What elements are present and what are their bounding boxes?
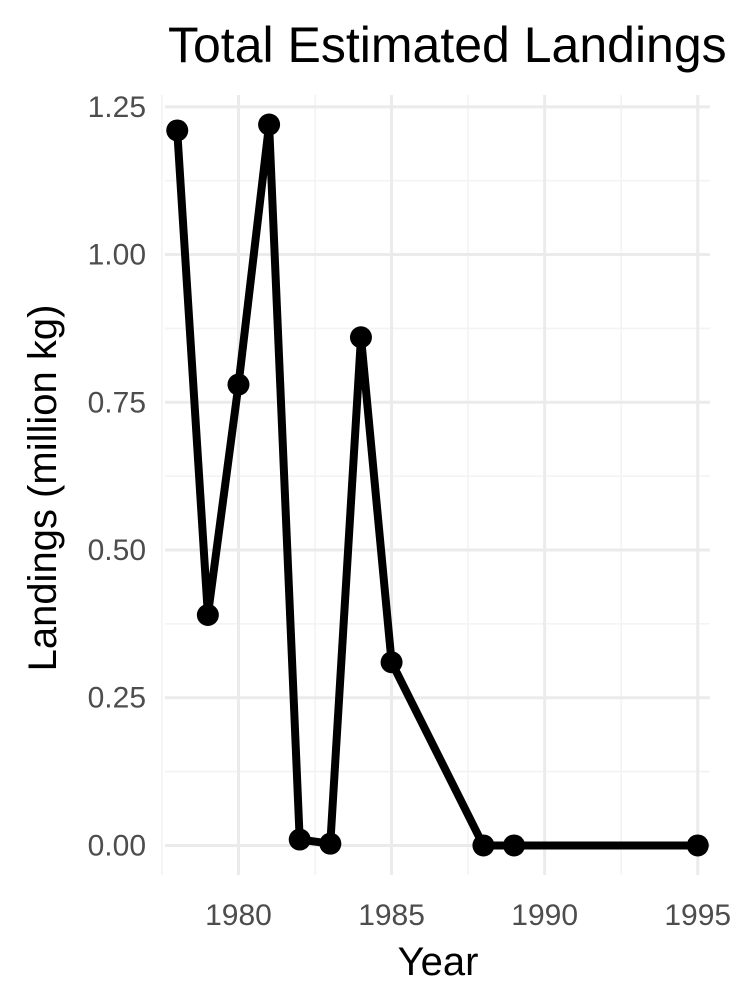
y-tick-label: 0.50 (88, 534, 146, 567)
data-point (258, 113, 281, 136)
data-point (503, 834, 526, 857)
y-axis-ticks: 0.00 0.25 0.50 0.75 1.00 1.25 (88, 91, 146, 863)
y-axis-title: Landings (million kg) (21, 305, 65, 672)
y-tick-label: 1.25 (88, 91, 146, 124)
y-tick-label: 1.00 (88, 239, 146, 272)
data-point (686, 834, 709, 857)
data-point (349, 326, 372, 349)
data-point (380, 651, 403, 674)
x-axis-title: Year (398, 940, 479, 984)
data-point (472, 834, 495, 857)
data-point (288, 828, 311, 851)
x-tick-label: 1985 (358, 899, 425, 932)
data-point (227, 373, 250, 396)
y-tick-label: 0.75 (88, 386, 146, 419)
data-point (166, 119, 189, 142)
series-layer (166, 113, 709, 857)
chart-title: Total Estimated Landings (168, 17, 727, 73)
x-tick-label: 1995 (664, 899, 731, 932)
x-tick-label: 1990 (511, 899, 578, 932)
series-line (173, 120, 702, 850)
data-point (319, 832, 342, 855)
y-tick-label: 0.25 (88, 682, 146, 715)
grid (161, 95, 710, 875)
y-tick-label: 0.00 (88, 829, 146, 862)
x-axis-ticks: 1980 1985 1990 1995 (205, 899, 731, 932)
data-point (196, 604, 219, 626)
x-tick-label: 1980 (205, 899, 272, 932)
